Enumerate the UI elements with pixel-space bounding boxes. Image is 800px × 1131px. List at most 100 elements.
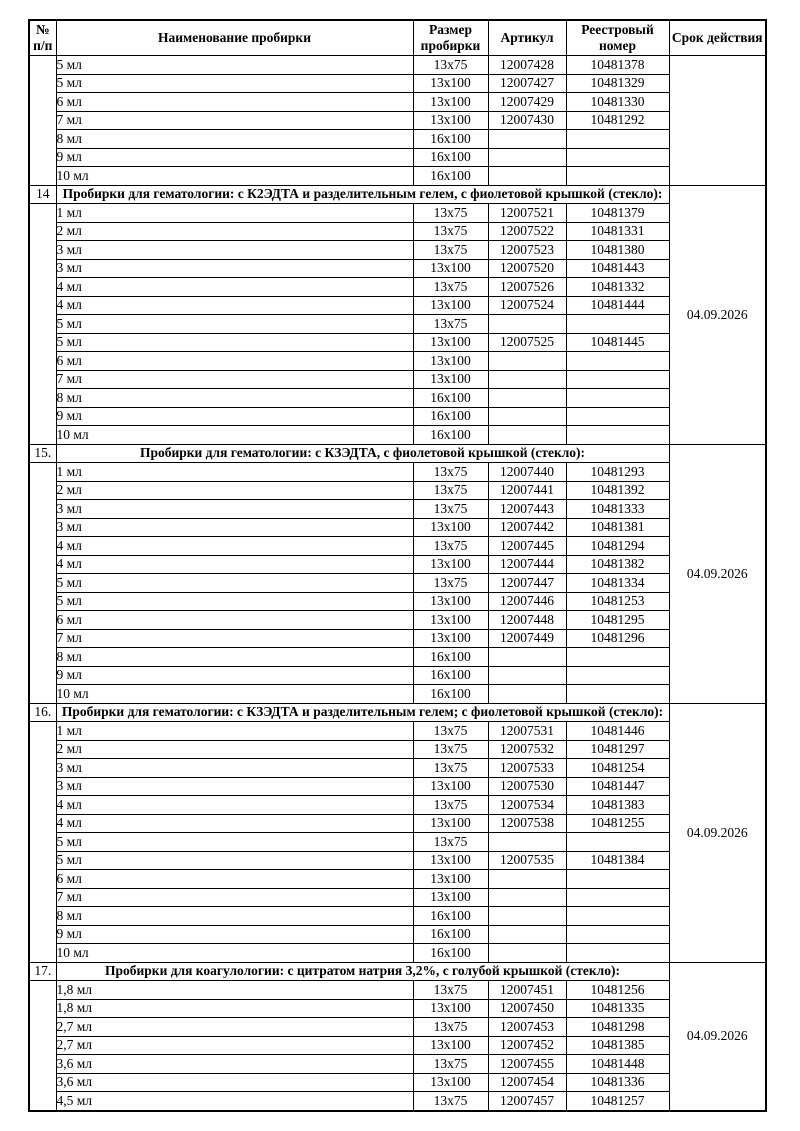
section-number-spacer bbox=[28, 55, 57, 186]
cell-tube-name: 10 мл bbox=[55, 684, 414, 704]
table-row: 4 мл 13x75 12007534 10481383 bbox=[29, 795, 766, 815]
cell-tube-name: 2 мл bbox=[55, 221, 414, 241]
table-row: 3,6 мл 13x75 12007455 10481448 bbox=[29, 1054, 766, 1074]
cell-article: 12007453 bbox=[487, 1017, 567, 1037]
table-row: 4 мл 13x100 12007444 10481382 bbox=[29, 554, 766, 574]
table-row: 9 мл 16x100 bbox=[29, 665, 766, 685]
cell-registry-number: 10481256 bbox=[565, 980, 670, 1000]
cell-article bbox=[487, 388, 567, 408]
cell-registry-number: 10481379 bbox=[565, 203, 670, 223]
section-title-row: 17. Пробирки для коагулологии: с цитратом… bbox=[28, 961, 767, 1111]
cell-tube-size: 13x100 bbox=[412, 813, 489, 833]
table-row: 7 мл 13x100 bbox=[29, 887, 766, 907]
cell-registry-number: 10481445 bbox=[565, 332, 670, 352]
section-number-spacer bbox=[28, 203, 57, 445]
cell-article: 12007526 bbox=[487, 277, 567, 297]
section-validity-date bbox=[668, 55, 767, 186]
cell-tube-name: 8 мл bbox=[55, 388, 414, 408]
cell-article bbox=[487, 166, 567, 186]
table-row: 2 мл 13x75 12007441 10481392 bbox=[29, 480, 766, 500]
section-number: 17. bbox=[28, 961, 57, 981]
cell-tube-size: 13x75 bbox=[412, 499, 489, 519]
cell-article: 12007520 bbox=[487, 258, 567, 278]
cell-tube-size: 13x100 bbox=[412, 73, 489, 93]
cell-tube-name: 2 мл bbox=[55, 739, 414, 759]
table-row: 5 мл 13x75 bbox=[29, 314, 766, 334]
cell-tube-name: 1 мл bbox=[55, 203, 414, 223]
table-header: № п/п Наименование пробирки Размер проби… bbox=[28, 19, 767, 56]
cell-tube-size: 13x75 bbox=[412, 832, 489, 852]
cell-registry-number bbox=[565, 647, 670, 667]
table-row: 3 мл 13x75 12007533 10481254 bbox=[29, 758, 766, 778]
table-row: 6 мл 13x100 12007448 10481295 bbox=[29, 610, 766, 630]
cell-tube-size: 16x100 bbox=[412, 943, 489, 963]
cell-tube-name: 5 мл bbox=[55, 73, 414, 93]
cell-tube-size: 13x75 bbox=[412, 240, 489, 260]
section-validity-date: 04.09.2026 bbox=[668, 702, 767, 963]
table-row: 5 мл 13x100 12007446 10481253 bbox=[29, 591, 766, 611]
cell-tube-name: 3 мл bbox=[55, 258, 414, 278]
cell-tube-size: 13x75 bbox=[412, 536, 489, 556]
cell-registry-number bbox=[565, 388, 670, 408]
header-row: № п/п Наименование пробирки Размер проби… bbox=[28, 19, 767, 56]
table-row: 2,7 мл 13x100 12007452 10481385 bbox=[29, 1035, 766, 1055]
cell-registry-number: 10481333 bbox=[565, 499, 670, 519]
section-number: 14 bbox=[28, 184, 57, 204]
cell-tube-name: 10 мл bbox=[55, 943, 414, 963]
cell-registry-number bbox=[565, 147, 670, 167]
cell-article: 12007448 bbox=[487, 610, 567, 630]
cell-tube-name: 4 мл bbox=[55, 813, 414, 833]
cell-article: 12007533 bbox=[487, 758, 567, 778]
cell-registry-number: 10481383 bbox=[565, 795, 670, 815]
cell-tube-name: 5 мл bbox=[55, 850, 414, 870]
cell-tube-name: 4 мл bbox=[55, 536, 414, 556]
table-row: 1,8 мл 13x75 12007451 10481256 bbox=[28, 980, 766, 1111]
cell-registry-number bbox=[565, 869, 670, 889]
cell-tube-size: 16x100 bbox=[412, 906, 489, 926]
cell-tube-name: 3 мл bbox=[55, 517, 414, 537]
cell-registry-number: 10481443 bbox=[565, 258, 670, 278]
cell-registry-number: 10481293 bbox=[565, 462, 670, 482]
table-row: 3,6 мл 13x100 12007454 10481336 bbox=[29, 1072, 766, 1092]
section-title: Пробирки для коагулологии: с цитратом на… bbox=[55, 961, 670, 981]
cell-tube-name: 5 мл bbox=[55, 591, 414, 611]
cell-tube-size: 13x100 bbox=[412, 998, 489, 1018]
cell-article: 12007455 bbox=[487, 1054, 567, 1074]
cell-registry-number: 10481385 bbox=[565, 1035, 670, 1055]
cell-tube-size: 16x100 bbox=[412, 665, 489, 685]
table-row: 5 мл 13x100 12007525 10481445 bbox=[29, 332, 766, 352]
cell-tube-size: 13x100 bbox=[412, 1072, 489, 1092]
cell-tube-size: 13x75 bbox=[412, 573, 489, 593]
cell-tube-name: 4,5 мл bbox=[55, 1091, 414, 1111]
cell-tube-size: 13x100 bbox=[412, 369, 489, 389]
cell-registry-number: 10481297 bbox=[565, 739, 670, 759]
cell-registry-number: 10481296 bbox=[565, 628, 670, 648]
cell-registry-number: 10481331 bbox=[565, 221, 670, 241]
cell-article bbox=[487, 869, 567, 889]
cell-registry-number bbox=[565, 924, 670, 944]
table-row: 8 мл 16x100 bbox=[29, 388, 766, 408]
cell-registry-number: 10481444 bbox=[565, 295, 670, 315]
table-row: 2 мл 13x75 12007532 10481297 bbox=[29, 739, 766, 759]
cell-article bbox=[487, 943, 567, 963]
cell-tube-size: 13x75 bbox=[412, 1017, 489, 1037]
cell-article: 12007531 bbox=[487, 721, 567, 741]
cell-tube-name: 3 мл bbox=[55, 776, 414, 796]
cell-tube-name: 3,6 мл bbox=[55, 1072, 414, 1092]
cell-article: 12007429 bbox=[487, 92, 567, 112]
cell-tube-size: 16x100 bbox=[412, 924, 489, 944]
col-header-article: Артикул bbox=[487, 19, 567, 56]
cell-tube-size: 13x100 bbox=[412, 295, 489, 315]
cell-article: 12007428 bbox=[487, 55, 567, 75]
table-row: 9 мл 16x100 bbox=[29, 147, 766, 167]
cell-tube-size: 16x100 bbox=[412, 647, 489, 667]
table-row: 4 мл 13x75 12007526 10481332 bbox=[29, 277, 766, 297]
cell-tube-name: 4 мл bbox=[55, 795, 414, 815]
table-row: 4 мл 13x75 12007445 10481294 bbox=[29, 536, 766, 556]
cell-tube-name: 3 мл bbox=[55, 499, 414, 519]
cell-tube-size: 13x100 bbox=[412, 110, 489, 130]
table-row: 4 мл 13x100 12007538 10481255 bbox=[29, 813, 766, 833]
cell-tube-size: 16x100 bbox=[412, 166, 489, 186]
cell-article: 12007444 bbox=[487, 554, 567, 574]
cell-registry-number bbox=[565, 406, 670, 426]
